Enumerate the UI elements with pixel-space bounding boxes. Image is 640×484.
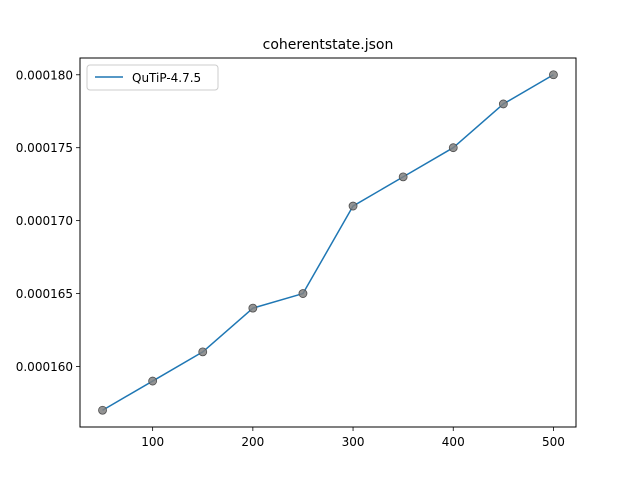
data-point [398,172,408,182]
axis-ticks: 100 200 300 400 500 0.000160 0.000165 0.000170 0… [16,68,565,449]
legend: QuTiP-4.7.5 [86,64,219,91]
series-line [102,74,554,411]
data-point [248,303,258,313]
legend-box [86,64,219,91]
data-point [98,405,107,415]
y-tick-label: 0.000165 [16,287,73,301]
y-tick-label: 0.000160 [16,360,73,374]
x-tick-label: 400 [442,435,465,449]
legend-label: QuTiP-4.7.5 [132,71,201,85]
series-layer [98,70,558,415]
data-point [198,347,208,357]
x-tick-label: 200 [241,435,264,449]
data-point [298,289,308,298]
data-point [549,70,558,80]
x-tick-label: 500 [542,435,565,449]
plot-area-frame [79,57,577,428]
data-point [348,201,358,211]
x-tick-label: 300 [342,435,365,449]
y-tick-label: 0.000170 [16,214,73,228]
y-tick-label: 0.000175 [16,141,73,155]
data-point [148,376,158,386]
x-tick-label: 100 [141,435,164,449]
data-point [448,143,458,153]
y-tick-label: 0.000180 [16,68,73,82]
data-point [498,99,508,109]
chart-title: coherentstate.json [263,37,394,53]
